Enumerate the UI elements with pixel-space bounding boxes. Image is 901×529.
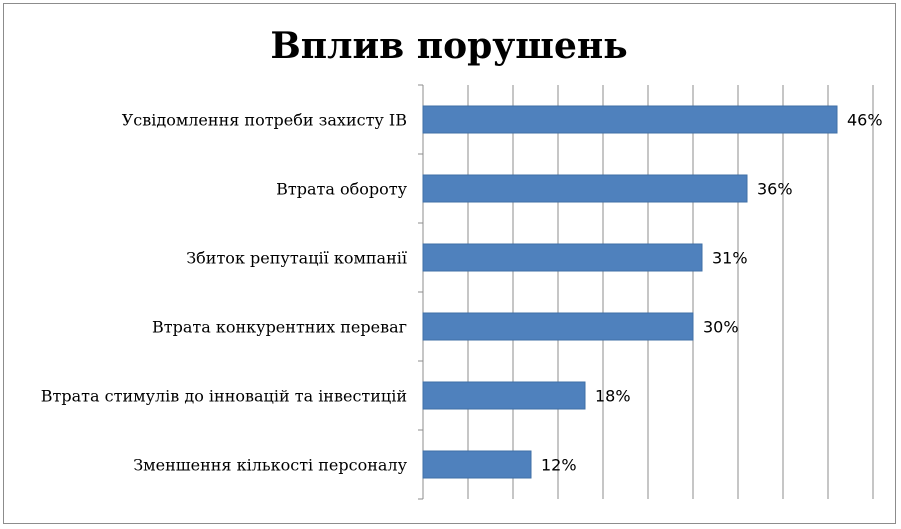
bar — [422, 381, 586, 410]
bar — [422, 312, 694, 341]
gridlines — [418, 84, 874, 500]
data-label: 36% — [757, 180, 793, 199]
data-label: 46% — [847, 111, 883, 130]
bar — [422, 243, 703, 272]
data-label: 31% — [712, 249, 748, 268]
category-label: Втрата стимулів до інновацій та інвестиц… — [41, 387, 407, 406]
bar — [422, 450, 532, 479]
bar — [422, 105, 838, 134]
category-label: Зменшення кількості персоналу — [133, 456, 407, 475]
category-label: Усвідомлення потреби захисту ІВ — [122, 111, 407, 130]
bar — [422, 174, 748, 203]
data-label: 12% — [541, 456, 577, 475]
chart-title: Вплив порушень — [270, 25, 627, 67]
category-label: Втрата обороту — [276, 180, 407, 199]
category-label: Втрата конкурентних переваг — [152, 318, 407, 337]
bars — [422, 105, 838, 479]
data-label: 30% — [703, 318, 739, 337]
category-label: Збиток репутації компанії — [186, 249, 407, 268]
category-labels: 46% Усвідомлення потреби захисту ІВ 36% Втр… — [41, 111, 883, 475]
data-label: 18% — [595, 387, 631, 406]
